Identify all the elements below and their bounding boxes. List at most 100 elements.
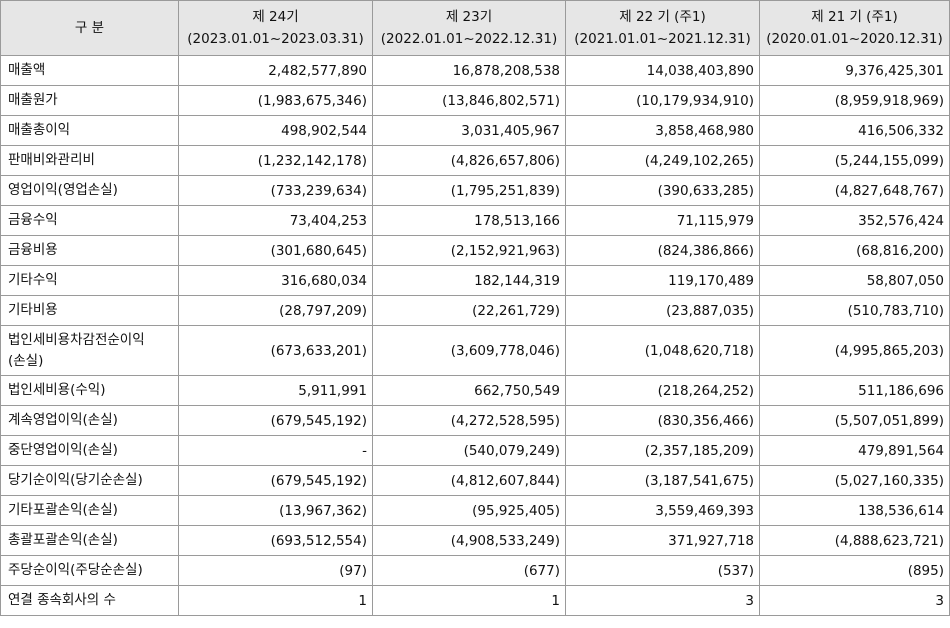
value-cell: 71,115,979 <box>565 205 760 236</box>
row-label: 주당순이익(주당순손실) <box>0 555 179 586</box>
period-title: 제 21 기 (주1) <box>811 9 898 25</box>
value-cell: (1,232,142,178) <box>178 145 373 176</box>
row-label: 법인세비용차감전순이익 (손실) <box>0 325 179 376</box>
value-cell: 9,376,425,301 <box>759 55 950 86</box>
value-cell: (824,386,866) <box>565 235 760 266</box>
value-cell: (5,244,155,099) <box>759 145 950 176</box>
value-cell: (5,507,051,899) <box>759 405 950 436</box>
row-label: 계속영업이익(손실) <box>0 405 179 436</box>
value-cell: 14,038,403,890 <box>565 55 760 86</box>
value-cell: (895) <box>759 555 950 586</box>
value-cell: (390,633,285) <box>565 175 760 206</box>
value-cell: (301,680,645) <box>178 235 373 266</box>
value-cell: 3,559,469,393 <box>565 495 760 526</box>
value-cell: (679,545,192) <box>178 465 373 496</box>
table-row: 법인세비용(수익) 5,911,991 662,750,549 (218,264… <box>0 375 950 406</box>
value-cell: 3,031,405,967 <box>372 115 566 146</box>
row-label: 기타포괄손익(손실) <box>0 495 179 526</box>
row-label: 기타비용 <box>0 295 179 326</box>
row-label: 기타수익 <box>0 265 179 296</box>
value-cell: (23,887,035) <box>565 295 760 326</box>
value-cell: 138,536,614 <box>759 495 950 526</box>
value-cell: (95,925,405) <box>372 495 566 526</box>
row-label: 매출총이익 <box>0 115 179 146</box>
value-cell: (830,356,466) <box>565 405 760 436</box>
table-row: 법인세비용차감전순이익 (손실) (673,633,201) (3,609,778… <box>0 325 950 376</box>
value-cell: (1,983,675,346) <box>178 85 373 116</box>
table-row: 총괄포괄손익(손실) (693,512,554) (4,908,533,249)… <box>0 525 950 556</box>
period-range: (2022.01.01~2022.12.31) <box>380 31 558 47</box>
row-label-line-2: (손실) <box>8 352 44 369</box>
value-cell: 178,513,166 <box>372 205 566 236</box>
value-cell: 3 <box>565 585 760 616</box>
row-label: 영업이익(영업손실) <box>0 175 179 206</box>
table-row: 금융수익 73,404,253 178,513,166 71,115,979 3… <box>0 205 950 236</box>
table-row: 매출총이익 498,902,544 3,031,405,967 3,858,46… <box>0 115 950 146</box>
value-cell: 73,404,253 <box>178 205 373 236</box>
value-cell: 352,576,424 <box>759 205 950 236</box>
value-cell: 182,144,319 <box>372 265 566 296</box>
table-row: 판매비와관리비 (1,232,142,178) (4,826,657,806) … <box>0 145 950 176</box>
row-label: 당기순이익(당기순손실) <box>0 465 179 496</box>
value-cell: (679,545,192) <box>178 405 373 436</box>
value-cell: (540,079,249) <box>372 435 566 466</box>
header-label-cell: 구 분 <box>0 0 179 56</box>
period-title: 제 23기 <box>445 9 493 25</box>
row-label: 총괄포괄손익(손실) <box>0 525 179 556</box>
value-cell: (4,908,533,249) <box>372 525 566 556</box>
table-row: 기타비용 (28,797,209) (22,261,729) (23,887,0… <box>0 295 950 326</box>
value-cell: (218,264,252) <box>565 375 760 406</box>
row-label: 법인세비용(수익) <box>0 375 179 406</box>
value-cell: 498,902,544 <box>178 115 373 146</box>
value-cell: (28,797,209) <box>178 295 373 326</box>
value-cell: (537) <box>565 555 760 586</box>
value-cell: (8,959,918,969) <box>759 85 950 116</box>
header-period-4: 제 21 기 (주1) (2020.01.01~2020.12.31) <box>759 0 950 56</box>
header-period-3: 제 22 기 (주1) (2021.01.01~2021.12.31) <box>565 0 760 56</box>
value-cell: 662,750,549 <box>372 375 566 406</box>
value-cell: 416,506,332 <box>759 115 950 146</box>
value-cell: (5,027,160,335) <box>759 465 950 496</box>
value-cell: (733,239,634) <box>178 175 373 206</box>
row-label: 매출액 <box>0 55 179 86</box>
value-cell: 371,927,718 <box>565 525 760 556</box>
row-label: 판매비와관리비 <box>0 145 179 176</box>
table-row: 연결 종속회사의 수 1 1 3 3 <box>0 585 950 616</box>
value-cell: (4,888,623,721) <box>759 525 950 556</box>
value-cell: 119,170,489 <box>565 265 760 296</box>
row-label-line-1: 법인세비용차감전순이익 <box>8 331 145 348</box>
value-cell: (1,048,620,718) <box>565 325 760 376</box>
value-cell: (4,995,865,203) <box>759 325 950 376</box>
value-cell: (4,812,607,844) <box>372 465 566 496</box>
value-cell: (97) <box>178 555 373 586</box>
value-cell: (22,261,729) <box>372 295 566 326</box>
period-title: 제 24기 <box>252 9 299 25</box>
value-cell: 316,680,034 <box>178 265 373 296</box>
value-cell: 5,911,991 <box>178 375 373 406</box>
value-cell: (1,795,251,839) <box>372 175 566 206</box>
value-cell: (693,512,554) <box>178 525 373 556</box>
header-period-2: 제 23기 (2022.01.01~2022.12.31) <box>372 0 566 56</box>
value-cell: - <box>178 435 373 466</box>
table-row: 당기순이익(당기순손실) (679,545,192) (4,812,607,84… <box>0 465 950 496</box>
value-cell: (4,827,648,767) <box>759 175 950 206</box>
value-cell: (4,272,528,595) <box>372 405 566 436</box>
value-cell: (13,967,362) <box>178 495 373 526</box>
period-range: (2020.01.01~2020.12.31) <box>766 31 943 47</box>
table-row: 기타수익 316,680,034 182,144,319 119,170,489… <box>0 265 950 296</box>
value-cell: (2,152,921,963) <box>372 235 566 266</box>
value-cell: (3,609,778,046) <box>372 325 566 376</box>
row-label: 금융수익 <box>0 205 179 236</box>
header-row: 구 분 제 24기 (2023.01.01~2023.03.31) 제 23기 (2… <box>0 0 950 56</box>
value-cell: (510,783,710) <box>759 295 950 326</box>
table-body: 매출액 2,482,577,890 16,878,208,538 14,038,… <box>0 55 950 616</box>
row-label: 연결 종속회사의 수 <box>0 585 179 616</box>
value-cell: 16,878,208,538 <box>372 55 566 86</box>
table-row: 기타포괄손익(손실) (13,967,362) (95,925,405) 3,5… <box>0 495 950 526</box>
table-row: 금융비용 (301,680,645) (2,152,921,963) (824,… <box>0 235 950 266</box>
row-label: 매출원가 <box>0 85 179 116</box>
value-cell: 58,807,050 <box>759 265 950 296</box>
value-cell: (4,826,657,806) <box>372 145 566 176</box>
period-range: (2021.01.01~2021.12.31) <box>574 31 751 47</box>
